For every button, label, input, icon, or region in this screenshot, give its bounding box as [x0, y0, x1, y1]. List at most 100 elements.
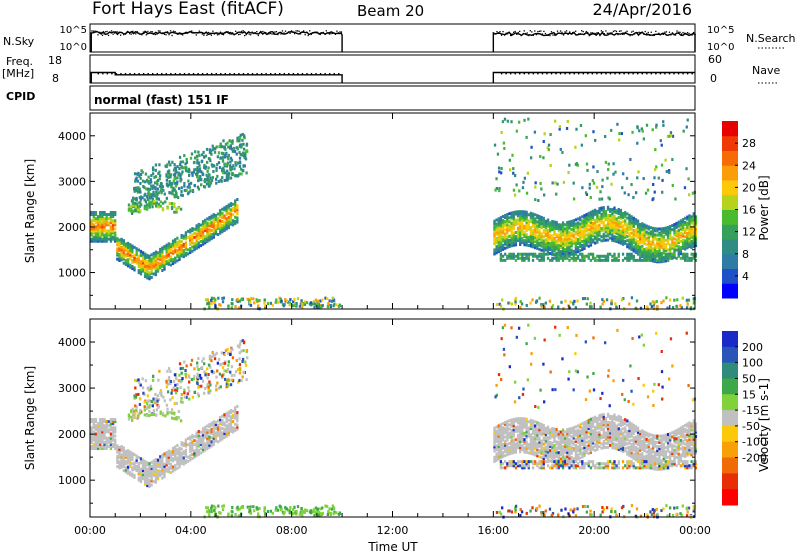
- power-cell: [180, 190, 182, 193]
- nsearch-dot: [261, 31, 262, 32]
- velocity-cell: [118, 460, 120, 463]
- y-tick-label: 3000: [58, 175, 86, 188]
- nsearch-dot: [149, 32, 150, 33]
- power-cell: [682, 239, 684, 242]
- power-cell: [635, 191, 637, 194]
- power-cell: [187, 230, 189, 233]
- power-cell: [534, 131, 536, 134]
- power-cell: [554, 120, 556, 123]
- power-cell: [562, 221, 564, 224]
- power-cell: [558, 253, 560, 256]
- nsearch-dot: [297, 30, 298, 31]
- power-cell: [231, 298, 233, 301]
- power-cell: [592, 253, 594, 256]
- power-cell: [133, 254, 135, 257]
- power-cell: [212, 170, 214, 173]
- power-cell: [682, 253, 684, 256]
- power-cell: [547, 257, 549, 260]
- nsearch-dot: [561, 32, 562, 33]
- power-cell: [650, 230, 652, 233]
- velocity-cell: [536, 421, 538, 424]
- power-cell: [504, 228, 506, 231]
- nave-dot: [587, 73, 588, 74]
- nsearch-dot: [117, 31, 118, 32]
- power-cell: [555, 221, 557, 224]
- power-cell: [143, 194, 145, 197]
- power-cell: [645, 253, 647, 256]
- power-cell: [161, 269, 163, 272]
- power-cell: [679, 304, 681, 307]
- power-cell: [131, 265, 133, 268]
- nsearch-dot: [246, 34, 247, 35]
- nsearch-dot: [171, 35, 172, 36]
- velocity-cell: [493, 427, 495, 430]
- power-cell: [601, 185, 603, 188]
- power-cell: [675, 222, 677, 225]
- velocity-cell: [236, 411, 238, 414]
- nsearch-dot: [173, 31, 174, 32]
- power-cell: [125, 243, 127, 246]
- power-cell: [142, 180, 144, 183]
- nave-dot: [152, 73, 153, 74]
- power-cell: [139, 201, 141, 204]
- power-cell: [523, 225, 525, 228]
- power-cell: [636, 125, 638, 128]
- power-cell: [130, 205, 132, 208]
- power-cell: [166, 197, 168, 200]
- cpid-panel: CPID normal (fast) 151 IF: [6, 86, 695, 110]
- power-cell: [520, 300, 522, 303]
- power-cell: [579, 253, 581, 256]
- nave-dot: [655, 73, 656, 74]
- power-cell: [219, 209, 221, 212]
- nsearch-dot: [156, 33, 157, 34]
- nsearch-dot: [102, 35, 103, 36]
- nsearch-dot: [277, 34, 278, 35]
- nsearch-dot: [306, 32, 307, 33]
- velocity-cell: [136, 455, 138, 458]
- power-cell: [641, 232, 643, 235]
- nave-dot: [252, 73, 253, 74]
- velocity-cell: [534, 424, 536, 427]
- velocity-cell: [91, 445, 93, 448]
- nsearch-dot: [244, 35, 245, 36]
- power-cell: [153, 252, 155, 255]
- power-cell: [680, 219, 682, 222]
- power-cell: [230, 202, 232, 205]
- power-cell: [607, 253, 609, 256]
- power-cell: [621, 298, 623, 301]
- power-cell: [585, 191, 587, 194]
- nave-dot: [220, 73, 221, 74]
- velocity-cell: [187, 456, 189, 459]
- power-cell: [669, 225, 671, 228]
- power-cell: [656, 259, 658, 262]
- power-cell: [577, 255, 579, 258]
- power-cell: [509, 168, 511, 171]
- power-cell: [121, 238, 123, 241]
- power-cell: [221, 297, 223, 300]
- velocity-cell: [161, 454, 163, 457]
- power-cell: [616, 123, 618, 126]
- power-cell: [539, 155, 541, 158]
- power-cell: [240, 134, 242, 137]
- power-cell: [201, 160, 203, 163]
- power-cell: [622, 224, 624, 227]
- power-cell: [530, 156, 532, 159]
- power-cell: [558, 234, 560, 237]
- power-cell: [660, 301, 662, 304]
- nsearch-dot: [643, 33, 644, 34]
- power-cell: [549, 242, 551, 245]
- nsearch-dot: [271, 33, 272, 34]
- power-cell: [301, 303, 303, 306]
- power-cell: [603, 220, 605, 223]
- power-cell: [594, 235, 596, 238]
- power-cell: [249, 301, 251, 304]
- velocity-cell: [172, 447, 174, 450]
- velocity-cell: [110, 433, 112, 436]
- nsearch-dot: [158, 30, 159, 31]
- power-cell: [534, 253, 536, 256]
- power-cell: [232, 207, 234, 210]
- power-cell: [169, 163, 171, 166]
- nsearch-dot: [321, 33, 322, 34]
- power-cell: [684, 253, 686, 256]
- power-cell: [91, 238, 93, 241]
